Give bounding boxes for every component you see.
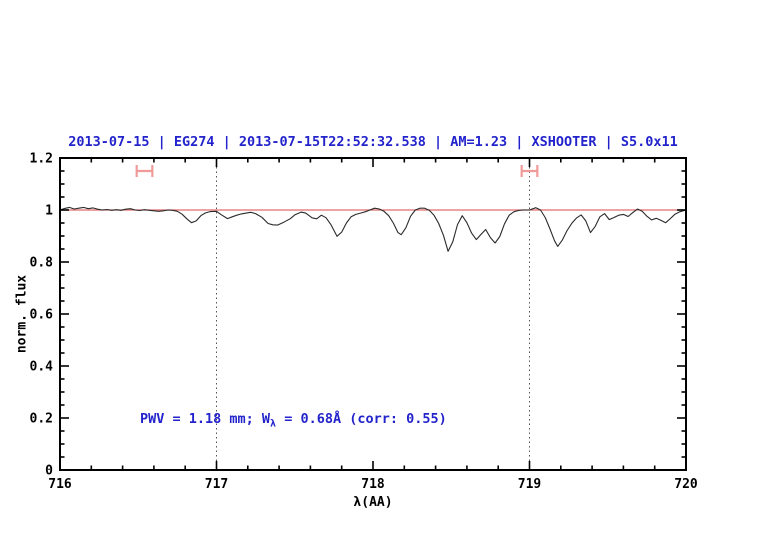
y-tick-label: 0.2 (30, 412, 53, 427)
y-tick-label: 0.4 (30, 360, 54, 375)
x-tick-label: 717 (205, 477, 228, 492)
plot-title: 2013-07-15 | EG274 | 2013-07-15T22:52:32… (68, 134, 678, 150)
x-tick-label: 719 (518, 477, 541, 492)
y-tick-label: 1.2 (30, 152, 53, 167)
x-tick-label: 720 (674, 477, 698, 492)
pwv-annotation-post: = 0.68Å (corr: 0.55) (276, 411, 447, 427)
telluric-band-marker (520, 165, 539, 177)
x-tick-label: 716 (48, 477, 72, 492)
y-tick-label: 0.8 (30, 256, 54, 271)
x-axis-label: λ(AA) (353, 495, 393, 510)
x-tick-label: 718 (361, 477, 385, 492)
pwv-annotation-sub: λ (270, 418, 277, 430)
telluric-band-marker (135, 165, 154, 177)
y-tick-label: 0.6 (30, 308, 54, 323)
y-tick-label: 0 (45, 464, 53, 479)
pwv-annotation: PWV = 1.18 mm; Wλ = 0.68Å (corr: 0.55) (140, 411, 447, 430)
spectrum-line (59, 206, 687, 252)
y-axis-label: norm. flux (14, 274, 30, 354)
pwv-annotation-pre: PWV = 1.18 mm; W (140, 411, 271, 427)
y-tick-label: 1 (45, 204, 53, 219)
